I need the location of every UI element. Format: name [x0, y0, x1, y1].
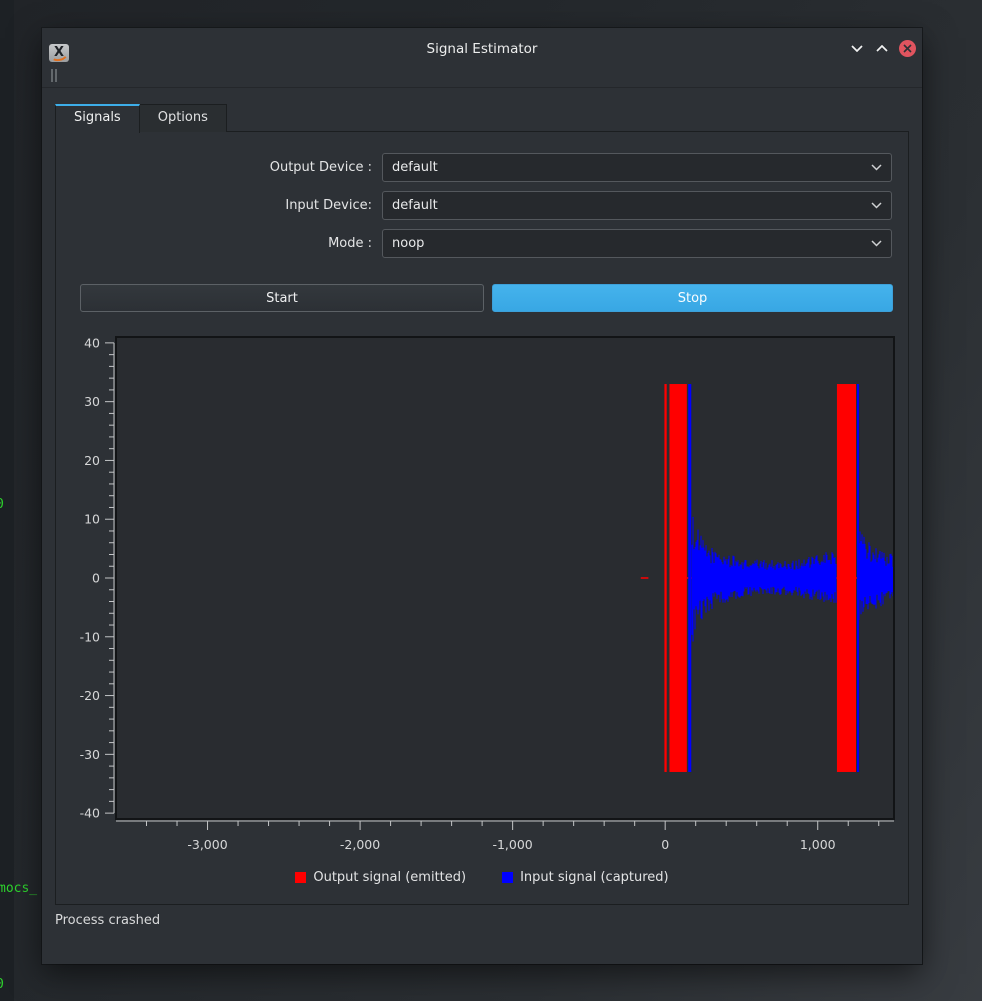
- legend-swatch-input: [502, 872, 514, 883]
- mode-value: noop: [392, 236, 425, 251]
- toolbar-drag-handle[interactable]: [51, 69, 58, 82]
- svg-text:30: 30: [84, 394, 100, 409]
- output-device-label: Output Device :: [269, 160, 372, 175]
- toolbar: [42, 68, 922, 88]
- stop-button[interactable]: Stop: [492, 284, 893, 312]
- svg-text:-10: -10: [80, 629, 100, 644]
- desktop-background-strip: [0, 0, 14, 1001]
- status-text: Process crashed: [55, 913, 161, 928]
- window-title: Signal Estimator: [426, 41, 538, 57]
- title-bar[interactable]: X Signal Estimator: [42, 28, 922, 68]
- output-device-value: default: [392, 160, 438, 175]
- maximize-button[interactable]: [874, 40, 890, 57]
- legend-item-input: Input signal (captured): [502, 870, 669, 885]
- input-device-label: Input Device:: [285, 198, 372, 213]
- svg-text:-2,000: -2,000: [340, 837, 380, 852]
- mode-label: Mode :: [328, 236, 372, 251]
- svg-text:40: 40: [84, 335, 100, 350]
- chevron-down-icon: [851, 45, 863, 52]
- svg-text:0: 0: [661, 837, 669, 852]
- svg-text:-40: -40: [80, 806, 100, 821]
- tab-signals[interactable]: Signals: [55, 104, 140, 133]
- legend-label-output: Output signal (emitted): [313, 870, 467, 885]
- chevron-down-icon: [871, 240, 882, 247]
- terminal-text: mocs_: [0, 881, 38, 896]
- legend-label-input: Input signal (captured): [520, 870, 669, 885]
- legend-item-output: Output signal (emitted): [295, 870, 466, 885]
- tab-options[interactable]: Options: [139, 104, 227, 132]
- chevron-up-icon: [876, 45, 888, 52]
- minimize-button[interactable]: [849, 40, 865, 57]
- app-icon: X: [49, 44, 69, 62]
- input-device-select[interactable]: default: [382, 191, 892, 220]
- svg-text:-30: -30: [80, 747, 100, 762]
- chevron-down-icon: [871, 164, 882, 171]
- tab-pane: Output Device : default Input Device: de…: [55, 131, 909, 905]
- close-icon: [903, 44, 912, 53]
- terminal-text: 0: [0, 497, 4, 512]
- close-button[interactable]: [899, 40, 916, 57]
- window-controls: [849, 40, 916, 57]
- svg-text:-20: -20: [80, 688, 100, 703]
- svg-text:1,000: 1,000: [800, 837, 836, 852]
- output-device-select[interactable]: default: [382, 153, 892, 182]
- chevron-down-icon: [871, 202, 882, 209]
- terminal-text: 0: [0, 977, 4, 992]
- svg-text:0: 0: [92, 571, 100, 586]
- svg-text:20: 20: [84, 453, 100, 468]
- svg-text:-3,000: -3,000: [187, 837, 227, 852]
- svg-text:10: 10: [84, 512, 100, 527]
- svg-text:-1,000: -1,000: [492, 837, 532, 852]
- input-device-value: default: [392, 198, 438, 213]
- tab-bar: Signals Options: [55, 104, 227, 133]
- app-window: X Signal Estimator Signals Options Outpu…: [42, 28, 922, 964]
- start-button[interactable]: Start: [80, 284, 484, 312]
- legend-swatch-output: [295, 872, 307, 883]
- signal-plot: 40 30 20 10 0 -10 -20 -30 -40 -3,000 -2,000 -1,000 0…: [80, 335, 895, 852]
- chart-legend: Output signal (emitted) Input signal (ca…: [56, 870, 908, 885]
- mode-select[interactable]: noop: [382, 229, 892, 258]
